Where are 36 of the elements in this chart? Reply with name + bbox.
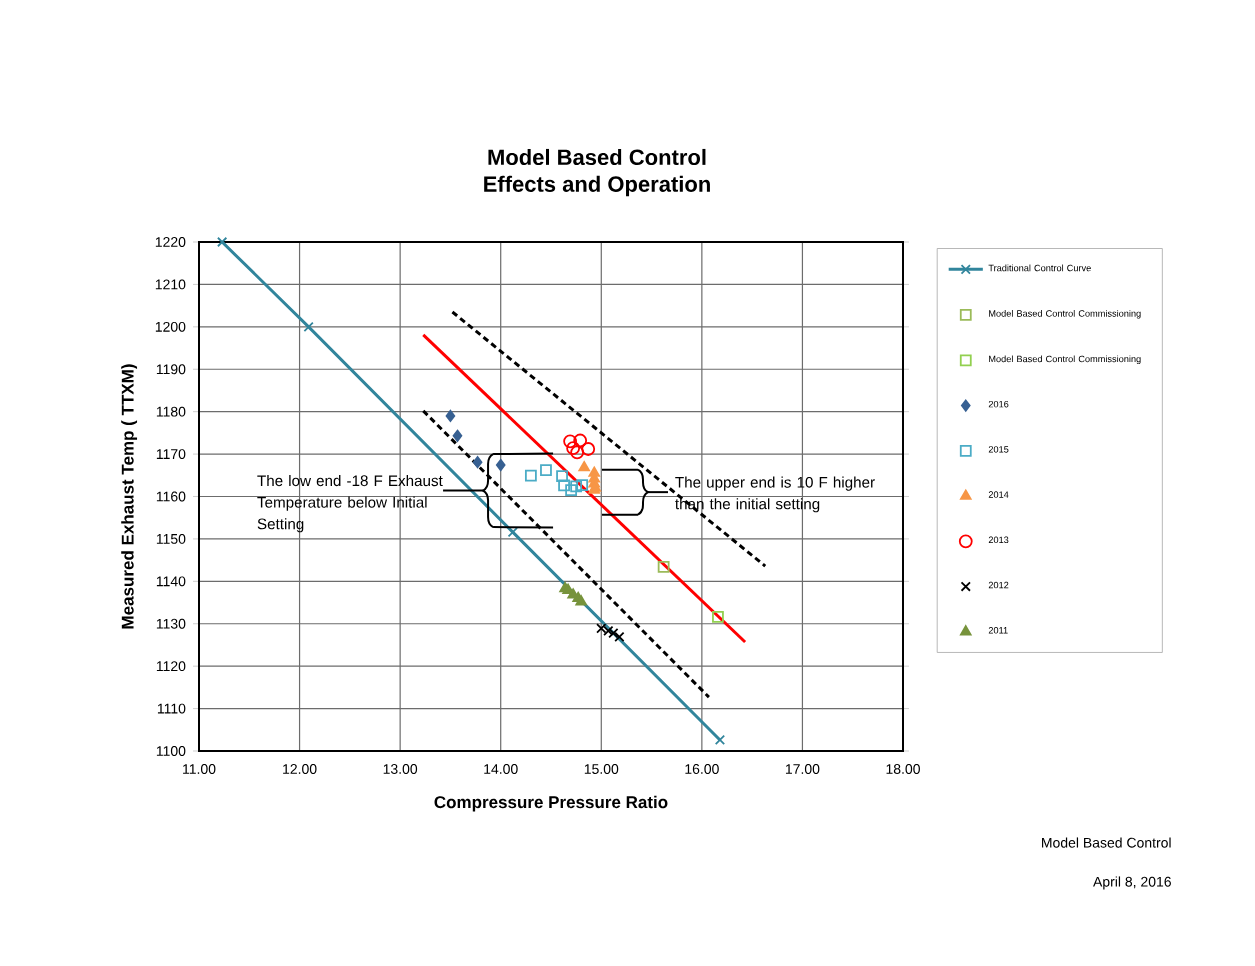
y-tick-label: 1110 [157,703,186,714]
text: April 8, 2016 [1093,876,1171,890]
x-tick-label: 18.00 [886,764,920,774]
legend-label: 2015 [988,446,1009,453]
y-tick-label: 1200 [155,321,186,332]
legend-label: Traditional Control Curve [988,264,1091,272]
x-tick-label: 13.00 [383,764,418,774]
x-tick-label: 16.00 [685,764,719,774]
y-tick-label: 1140 [156,576,186,587]
legend-label: 2012 [988,581,1009,589]
legend-label: 2016 [988,400,1009,408]
y-axis-title: Measured Exhaust Temp ( TTXM) [121,364,138,629]
x-axis-title: Compressure Pressure Ratio [434,795,668,812]
y-tick-label: 1210 [155,279,186,290]
x-tick-label: 11.00 [183,764,216,774]
legend-label: Model Based Control Commissioning [989,355,1141,365]
legend-label: 2014 [988,491,1009,498]
legend-label: 2013 [988,536,1009,544]
y-tick-label: 1100 [156,746,186,756]
chart-title: Model Based Control [488,148,706,166]
y-tick-label: 1150 [156,533,186,544]
legend-label: 2011 [988,627,1008,634]
y-tick-label: 1130 [156,618,186,629]
x-tick-label: 17.00 [785,764,820,774]
y-tick-label: 1180 [156,406,186,417]
y-tick-label: 1190 [156,364,186,375]
x-tick-label: 14.00 [484,764,518,774]
chart-subtitle: Effects and Operation [484,175,710,197]
x-tick-label: 12.00 [283,764,317,774]
y-tick-label: 1160 [156,491,186,502]
y-tick-label: 1170 [156,449,186,460]
y-tick-label: 1220 [155,237,186,247]
x-tick-label: 15.00 [584,764,619,774]
legend-label: Model Based Control Commissioning [989,309,1141,319]
text: Model Based Control [1042,837,1171,848]
y-tick-label: 1120 [156,661,186,672]
